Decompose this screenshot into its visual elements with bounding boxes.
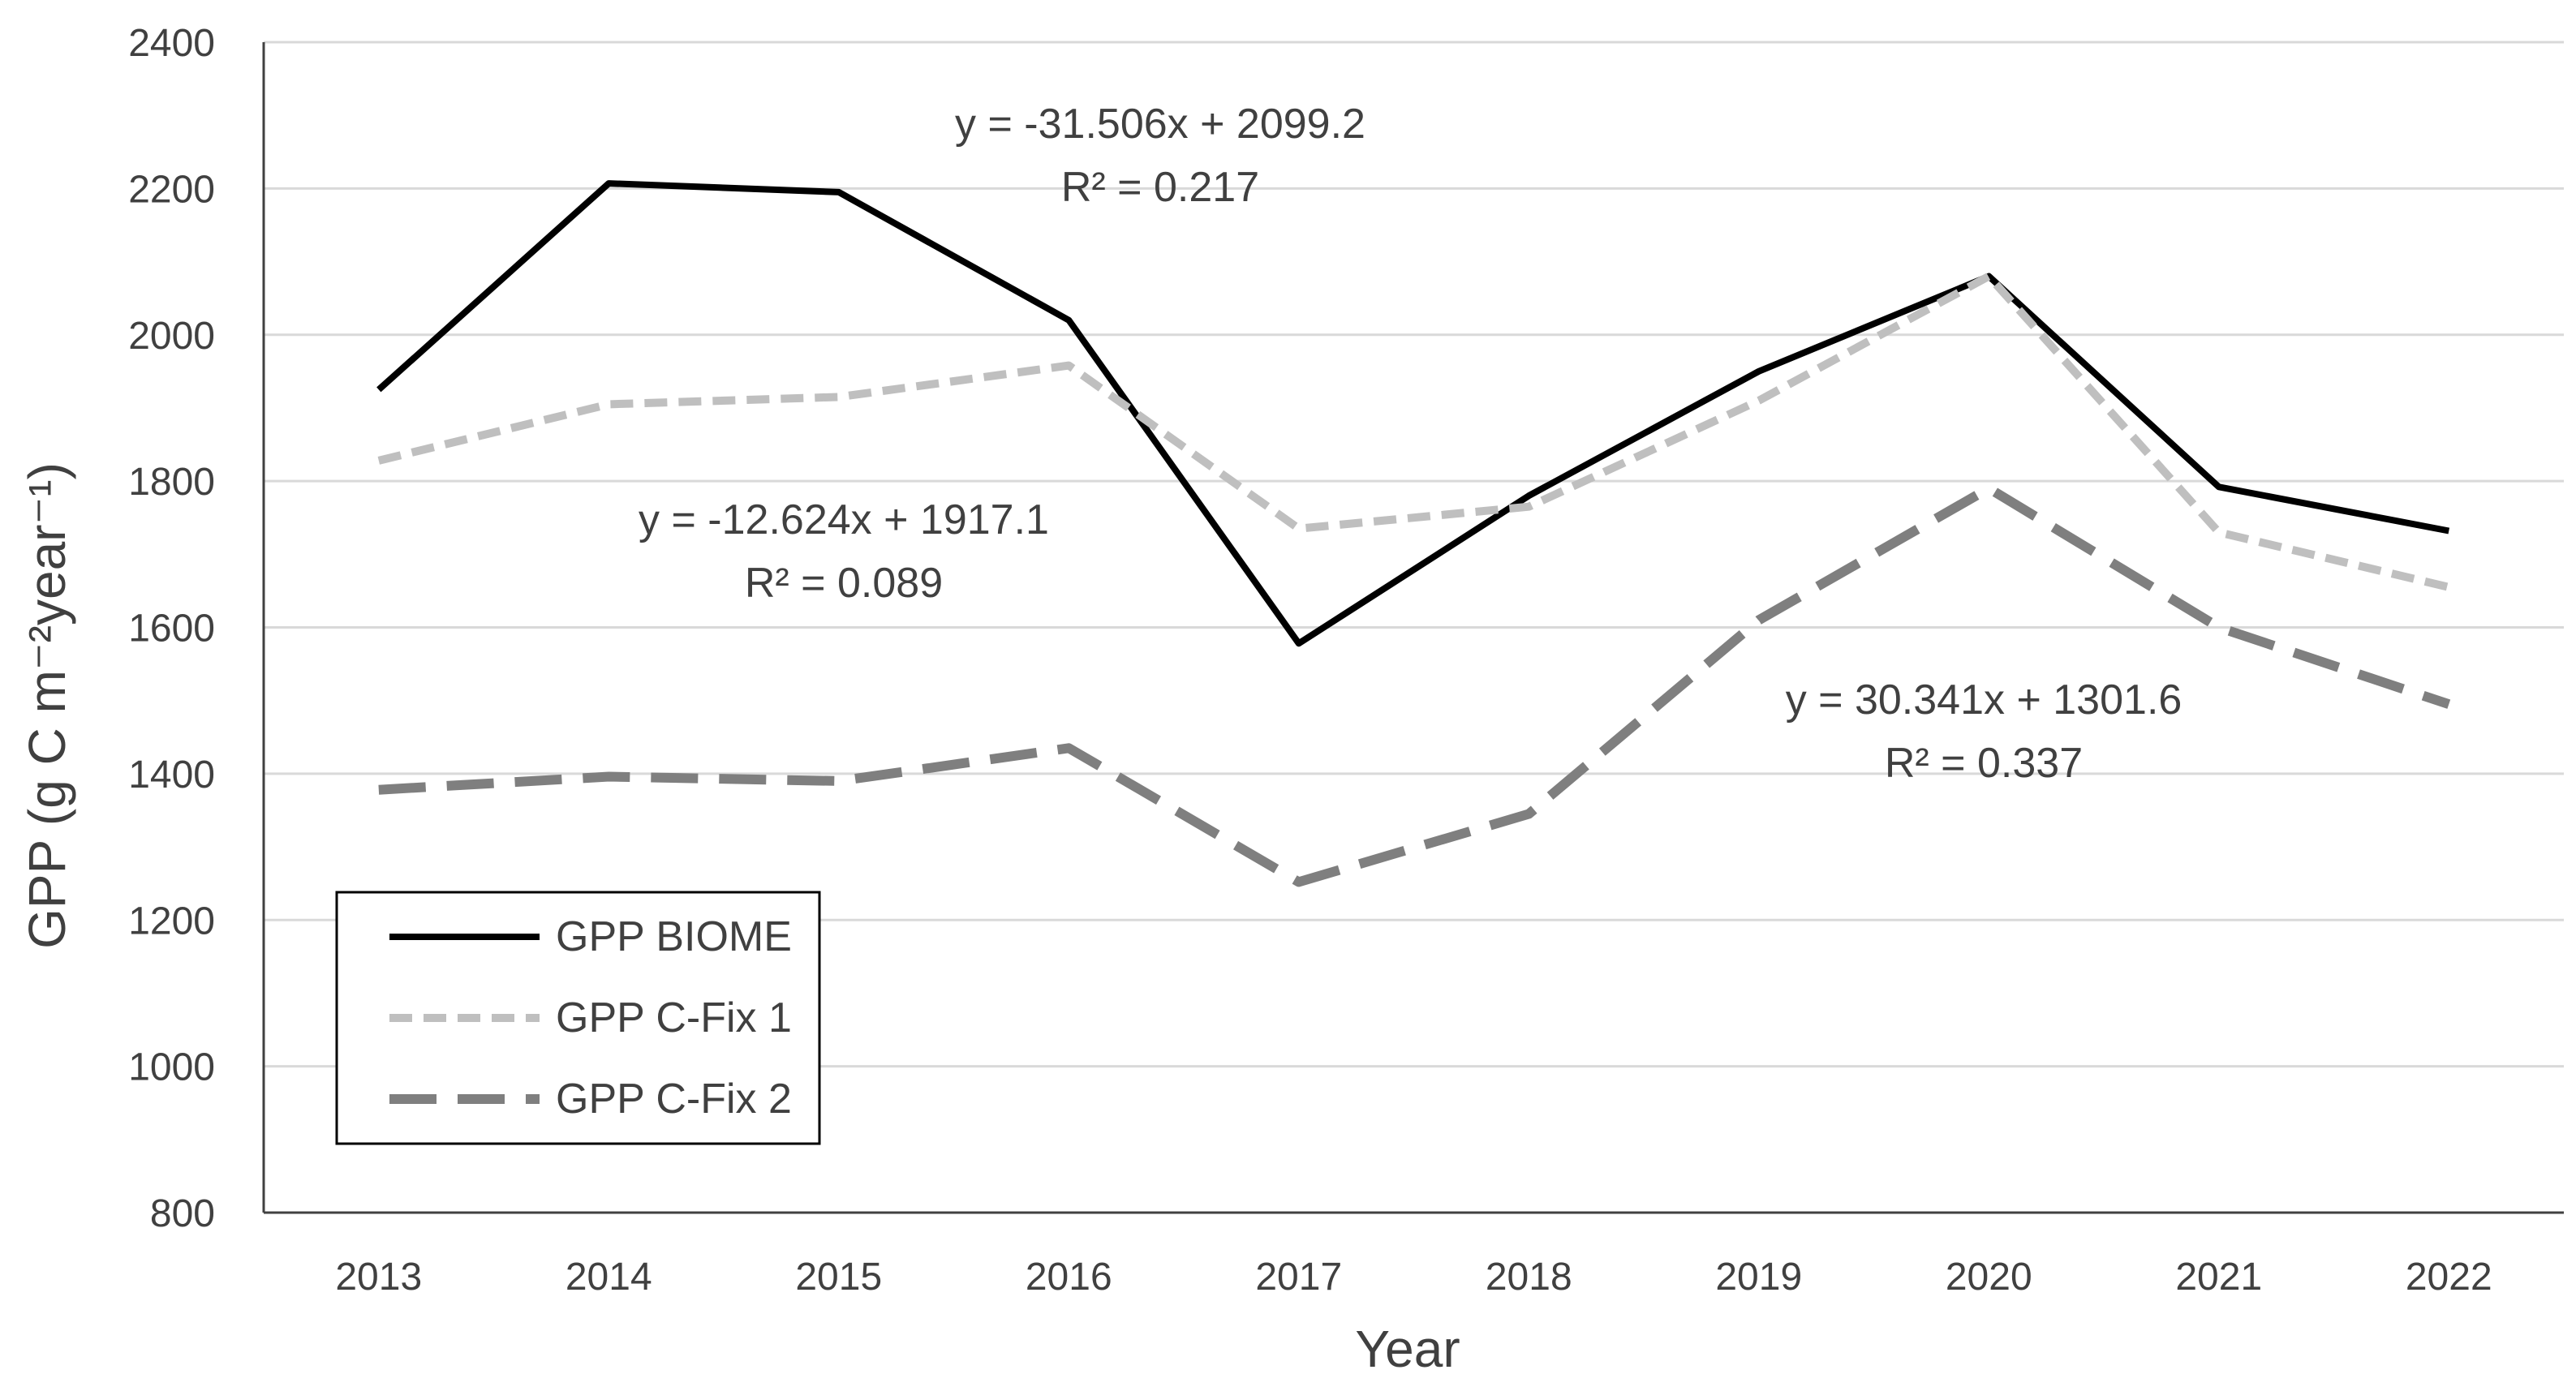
x-tick-label: 2015 (795, 1256, 882, 1299)
y-axis-title: GPP (g C m⁻²year⁻¹) (18, 462, 76, 949)
x-axis-title: Year (1355, 1320, 1460, 1378)
y-tick-label: 1800 (128, 461, 215, 504)
y-tick-label: 1000 (128, 1046, 215, 1089)
x-tick-label: 2021 (2175, 1256, 2262, 1299)
legend: GPP BIOME GPP C-Fix 1 GPP C-Fix 2 (335, 891, 821, 1145)
trendline-annotation-1: y = -31.506x + 2099.2 R² = 0.217 (955, 101, 1365, 211)
annotation-equation: y = 30.341x + 1301.6 (1786, 676, 2183, 724)
series-lines (376, 180, 2451, 887)
x-tick-label: 2020 (1946, 1256, 2032, 1299)
y-tick-label: 2400 (128, 22, 215, 65)
series-line-gpp-c-fix-1 (377, 272, 2450, 591)
y-tick-label: 800 (150, 1192, 215, 1235)
legend-label-gpp-cfix2: GPP C-Fix 2 (556, 1076, 792, 1123)
annotation-equation: y = -31.506x + 2099.2 (955, 101, 1365, 148)
y-tick-label: 1400 (128, 754, 215, 797)
x-tick-label: 2019 (1715, 1256, 1802, 1299)
x-tick-label: 2017 (1255, 1256, 1342, 1299)
x-tick-label: 2013 (335, 1256, 422, 1299)
x-tick-label: 2014 (566, 1256, 652, 1299)
y-tick-labels: 800 1000 1200 1400 1600 1800 2000 2200 2400 (128, 22, 215, 1235)
y-tick-label: 1200 (128, 900, 215, 943)
y-tick-label: 2200 (128, 168, 215, 211)
series-line-gpp-c-fix-2 (378, 483, 2451, 887)
legend-label-gpp-biome: GPP BIOME (556, 913, 792, 960)
y-tick-label: 1600 (128, 608, 215, 651)
annotation-r2: R² = 0.217 (1061, 164, 1259, 211)
y-tick-label: 2000 (128, 315, 215, 358)
trendline-annotation-3: y = 30.341x + 1301.6 R² = 0.337 (1786, 676, 2183, 787)
annotation-r2: R² = 0.089 (745, 560, 943, 607)
axes (262, 42, 2564, 1214)
x-tick-labels: 2013 2014 2015 2016 2017 2018 2019 2020 2021 2022 (335, 1256, 2492, 1299)
series-line-gpp-biome (376, 180, 2450, 647)
x-tick-label: 2016 (1026, 1256, 1112, 1299)
x-tick-label: 2022 (2406, 1256, 2492, 1299)
annotation-r2: R² = 0.337 (1885, 740, 2083, 787)
trendline-annotation-2: y = -12.624x + 1917.1 R² = 0.089 (639, 496, 1049, 607)
x-tick-label: 2018 (1486, 1256, 1572, 1299)
legend-label-gpp-cfix1: GPP C-Fix 1 (556, 994, 792, 1041)
annotation-equation: y = -12.624x + 1917.1 (639, 496, 1049, 543)
